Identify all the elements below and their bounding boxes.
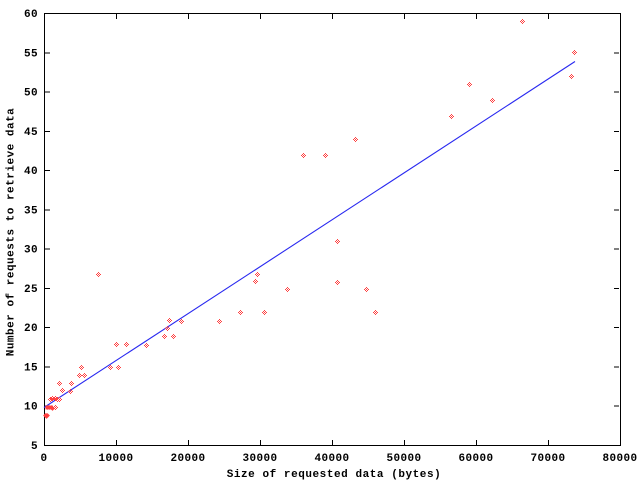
svg-text:40: 40 [24,166,38,178]
svg-text:10: 10 [24,402,38,414]
svg-text:20000: 20000 [170,453,205,465]
svg-text:55: 55 [24,48,38,60]
svg-text:70000: 70000 [530,453,565,465]
svg-text:60: 60 [24,9,38,21]
svg-text:30: 30 [24,245,38,257]
svg-text:35: 35 [24,205,38,217]
svg-text:15: 15 [24,363,38,375]
svg-text:20: 20 [24,323,38,335]
svg-text:80000: 80000 [602,453,637,465]
svg-text:10000: 10000 [98,453,133,465]
svg-text:5: 5 [31,441,38,453]
svg-text:0: 0 [40,453,47,465]
svg-text:40000: 40000 [314,453,349,465]
svg-text:60000: 60000 [458,453,493,465]
svg-text:50000: 50000 [386,453,421,465]
svg-text:Number of requests to retrieve: Number of requests to retrieve data [6,108,18,357]
svg-text:Size of requested data (bytes): Size of requested data (bytes) [227,469,442,480]
svg-text:50: 50 [24,88,38,100]
svg-text:45: 45 [24,127,38,139]
svg-text:25: 25 [24,284,38,296]
svg-text:30000: 30000 [242,453,277,465]
